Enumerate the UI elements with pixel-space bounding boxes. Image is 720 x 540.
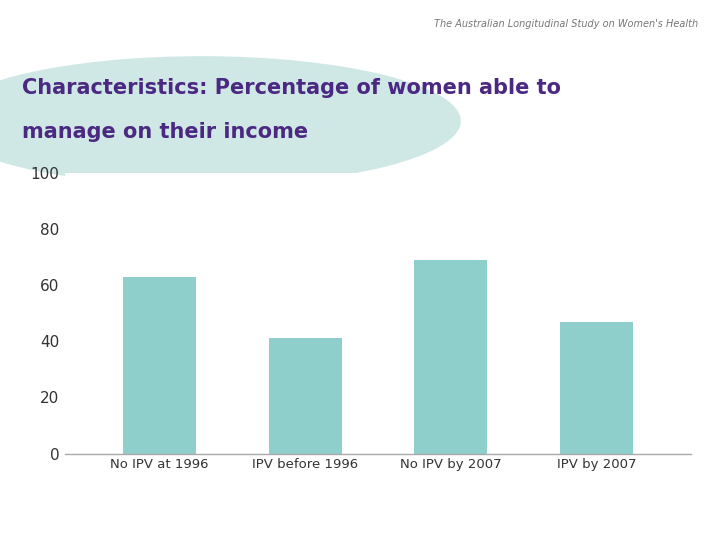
Ellipse shape <box>0 56 461 186</box>
Text: manage on their income: manage on their income <box>22 122 307 141</box>
Bar <box>560 322 633 454</box>
Bar <box>123 276 196 454</box>
Text: The Australian Longitudinal Study on Women's Health: The Australian Longitudinal Study on Wom… <box>434 19 698 29</box>
Text: Characteristics: Percentage of women able to: Characteristics: Percentage of women abl… <box>22 78 561 98</box>
Bar <box>269 339 341 454</box>
Bar <box>415 260 487 454</box>
